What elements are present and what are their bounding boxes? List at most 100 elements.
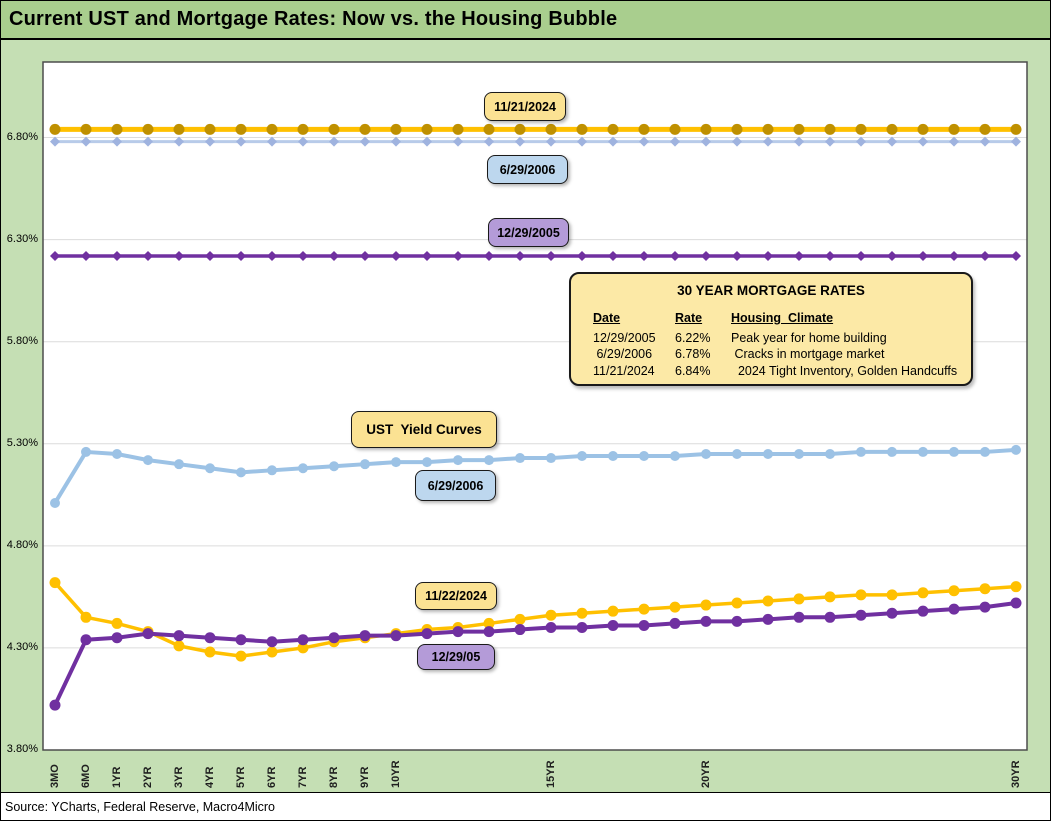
series-marker-mortgage-2005 [298,250,308,261]
series-marker-ust-2024 [173,640,185,652]
series-marker-mortgage-2006 [453,136,463,147]
series-marker-ust-2005 [793,611,805,623]
series-marker-mortgage-2005 [794,250,804,261]
series-marker-ust-2006 [360,459,370,470]
series-marker-ust-2005 [948,603,960,615]
x-axis-tick-label: 1YR [111,766,123,788]
source-citation: Source: YCharts, Federal Reserve, Macro4… [1,792,1050,820]
series-marker-mortgage-2006 [360,136,370,147]
column-header-climate: Housing Climate [731,311,834,325]
chart-area: 11/21/2024 6/29/2006 12/29/2005 UST Yiel… [1,40,1050,792]
y-axis-tick-label: 4.30% [6,640,38,653]
series-marker-mortgage-2005 [205,250,215,261]
series-marker-mortgage-2024 [483,123,495,135]
series-marker-mortgage-2024 [421,123,433,135]
series-marker-mortgage-2005 [267,250,277,261]
series-marker-mortgage-2024 [638,123,650,135]
series-marker-ust-2024 [979,583,991,595]
series-marker-ust-2005 [328,632,340,644]
series-marker-ust-2006 [236,467,246,478]
chart-canvas [42,61,1028,751]
series-marker-mortgage-2006 [701,136,711,147]
series-marker-ust-2006 [577,451,587,462]
series-marker-ust-2006 [453,455,463,466]
y-axis-tick-label: 5.80% [6,334,38,347]
series-marker-ust-2006 [205,463,215,474]
series-marker-mortgage-2006 [298,136,308,147]
series-marker-mortgage-2024 [173,123,185,135]
series-marker-ust-2024 [638,603,650,615]
series-marker-ust-2006 [484,455,494,466]
series-marker-mortgage-2005 [546,250,556,261]
label-mortgage-2005: 12/29/2005 [488,218,569,247]
series-marker-mortgage-2006 [50,136,60,147]
series-marker-mortgage-2024 [297,123,309,135]
series-marker-mortgage-2024 [576,123,588,135]
series-marker-ust-2024 [266,646,278,658]
label-ust-2024: 11/22/2024 [415,582,497,610]
series-marker-ust-2006 [918,446,928,457]
series-marker-ust-2006 [608,451,618,462]
series-marker-ust-2006 [794,448,804,459]
x-axis-tick-label: 15YR [545,760,557,788]
series-marker-ust-2024 [111,617,123,629]
series-marker-mortgage-2006 [143,136,153,147]
series-marker-ust-2005 [917,605,929,617]
series-marker-mortgage-2005 [360,250,370,261]
table-cell-date: 12/29/2005 [593,330,656,345]
series-marker-mortgage-2006 [639,136,649,147]
series-marker-mortgage-2006 [329,136,339,147]
series-marker-ust-2005 [452,626,464,638]
series-marker-mortgage-2024 [359,123,371,135]
series-marker-ust-2005 [576,622,588,634]
series-marker-ust-2024 [855,589,867,601]
series-marker-ust-2006 [701,448,711,459]
series-marker-ust-2005 [235,634,247,646]
series-line-ust-2006 [53,447,1018,505]
series-marker-mortgage-2006 [980,136,990,147]
series-marker-mortgage-2006 [422,136,432,147]
series-marker-mortgage-2005 [577,250,587,261]
series-marker-mortgage-2005 [701,250,711,261]
series-marker-mortgage-2005 [732,250,742,261]
table-cell-date: 11/21/2024 [593,363,655,378]
series-marker-ust-2024 [1010,581,1022,593]
series-marker-ust-2006 [50,497,60,508]
label-mortgage-2006: 6/29/2006 [487,155,568,184]
series-marker-mortgage-2006 [918,136,928,147]
x-axis-tick-label: 6MO [80,764,92,788]
series-marker-mortgage-2005 [856,250,866,261]
series-marker-ust-2024 [762,595,774,607]
series-marker-ust-2024 [607,605,619,617]
series-marker-ust-2006 [422,457,432,468]
series-marker-ust-2005 [111,632,123,644]
series-marker-mortgage-2024 [762,123,774,135]
column-header-rate: Rate [675,311,703,325]
series-marker-mortgage-2024 [607,123,619,135]
series-marker-mortgage-2005 [608,250,618,261]
series-marker-ust-2006 [329,461,339,472]
series-marker-mortgage-2006 [391,136,401,147]
series-marker-ust-2005 [421,628,433,640]
series-marker-ust-2005 [390,630,402,642]
series-marker-mortgage-2005 [949,250,959,261]
series-marker-ust-2006 [112,448,122,459]
series-marker-mortgage-2006 [670,136,680,147]
mortgage-table-title: 30 YEAR MORTGAGE RATES [677,283,865,298]
series-marker-mortgage-2005 [980,250,990,261]
series-marker-ust-2024 [669,601,681,613]
series-marker-ust-2024 [576,607,588,619]
label-ust-yield-curves: UST Yield Curves [351,411,497,448]
series-marker-mortgage-2005 [143,250,153,261]
series-marker-mortgage-2024 [917,123,929,135]
series-marker-ust-2005 [979,601,991,613]
series-marker-mortgage-2005 [484,250,494,261]
series-marker-ust-2024 [297,642,309,654]
series-marker-ust-2005 [483,626,495,638]
x-axis-tick-label: 20YR [700,760,712,788]
series-marker-ust-2024 [731,597,743,609]
series-marker-mortgage-2005 [329,250,339,261]
series-marker-ust-2005 [142,628,154,640]
plot-border [42,61,1028,751]
series-marker-mortgage-2024 [948,123,960,135]
